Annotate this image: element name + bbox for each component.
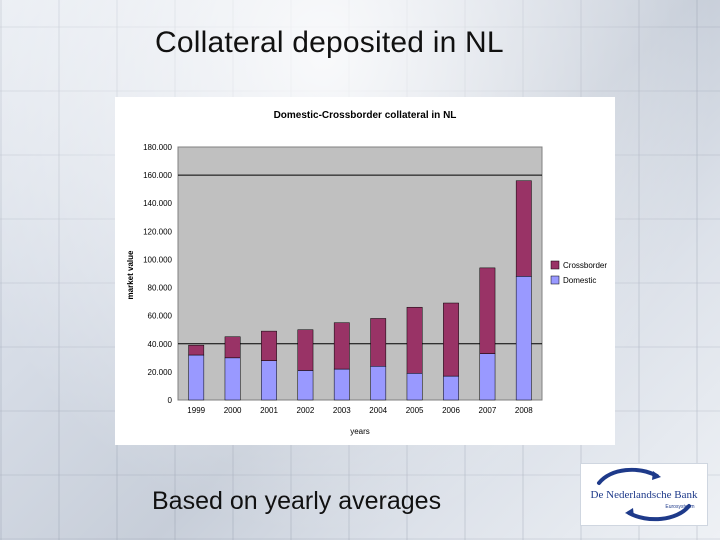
y-tick-label: 60.000 bbox=[148, 312, 173, 321]
bar-domestic-2005 bbox=[406, 373, 423, 401]
stacked-bar-chart: Domestic-Crossborder collateral in NL ma… bbox=[126, 110, 607, 436]
y-tick-label: 80.000 bbox=[148, 284, 173, 293]
y-tick-label: 180.000 bbox=[143, 143, 172, 152]
x-tick-label: 2002 bbox=[297, 406, 315, 415]
x-tick-label: 2005 bbox=[406, 406, 424, 415]
bar-crossborder-2000 bbox=[224, 336, 241, 359]
svg-text:De Nederlandsche Bank: De Nederlandsche Bank bbox=[591, 489, 698, 501]
y-tick-label: 120.000 bbox=[143, 227, 172, 236]
slide-title: Collateral deposited in NL bbox=[155, 26, 504, 59]
x-tick-label: 2006 bbox=[442, 406, 460, 415]
bar-crossborder-2007 bbox=[479, 267, 496, 354]
y-tick-label: 40.000 bbox=[148, 340, 173, 349]
bar-crossborder-2008 bbox=[515, 180, 532, 277]
bar-domestic-2003 bbox=[333, 368, 350, 401]
dnb-logo-graphic: De Nederlandsche Bank Eurosysteem bbox=[591, 467, 698, 522]
legend-swatch-crossborder bbox=[550, 260, 560, 270]
x-tick-label: 2001 bbox=[260, 406, 278, 415]
bar-domestic-2004 bbox=[370, 366, 387, 401]
x-tick-label: 2004 bbox=[369, 406, 387, 415]
y-tick-label: 20.000 bbox=[148, 368, 173, 377]
dnb-logo: De Nederlandsche Bank Eurosysteem bbox=[580, 463, 708, 526]
bar-domestic-2002 bbox=[297, 370, 314, 401]
chart-container: Domestic-Crossborder collateral in NL ma… bbox=[115, 97, 615, 445]
x-tick-label: 1999 bbox=[187, 406, 205, 415]
bar-crossborder-2005 bbox=[406, 306, 423, 374]
bar-crossborder-2001 bbox=[261, 330, 277, 361]
bar-domestic-2006 bbox=[443, 375, 459, 401]
bar-crossborder-2002 bbox=[297, 329, 314, 371]
x-axis-label: years bbox=[350, 427, 370, 436]
y-tick-label: 100.000 bbox=[143, 255, 172, 264]
bar-crossborder-2004 bbox=[370, 318, 387, 367]
y-tick-label: 140.000 bbox=[143, 199, 172, 208]
legend-label-domestic: Domestic bbox=[563, 276, 596, 285]
y-axis-label: market value bbox=[126, 250, 135, 299]
bar-domestic-2008 bbox=[515, 276, 532, 401]
bar-domestic-2007 bbox=[479, 353, 496, 401]
y-tick-label: 0 bbox=[168, 396, 173, 405]
x-tick-label: 2003 bbox=[333, 406, 351, 415]
slide-footer-text: Based on yearly averages bbox=[152, 487, 442, 515]
legend-label-crossborder: Crossborder bbox=[563, 261, 607, 270]
bar-crossborder-2003 bbox=[333, 322, 350, 370]
bar-domestic-2001 bbox=[261, 360, 277, 401]
x-tick-label: 2000 bbox=[224, 406, 242, 415]
svg-text:Eurosysteem: Eurosysteem bbox=[665, 504, 694, 510]
bar-domestic-2000 bbox=[224, 357, 241, 401]
bar-domestic-1999 bbox=[188, 354, 205, 401]
bar-crossborder-1999 bbox=[188, 344, 205, 356]
x-tick-label: 2007 bbox=[479, 406, 497, 415]
bar-crossborder-2006 bbox=[443, 302, 459, 377]
legend-swatch-domestic bbox=[550, 275, 560, 285]
y-tick-label: 160.000 bbox=[143, 171, 172, 180]
x-tick-label: 2008 bbox=[515, 406, 533, 415]
chart-title: Domestic-Crossborder collateral in NL bbox=[274, 110, 457, 121]
